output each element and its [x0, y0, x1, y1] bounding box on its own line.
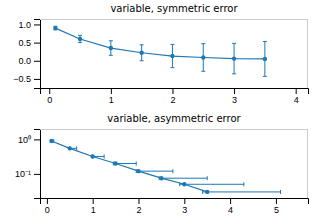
plot-area: [49, 139, 280, 194]
y-axis-tick-label: 0.5: [18, 38, 31, 48]
chart-canvas: 0 1 2 3 4 −0.5 0.0 0.5 1.0 variable, symmetric er…: [0, 0, 320, 224]
y-axis-tick: 0.5: [18, 38, 40, 48]
data-point: [205, 190, 209, 194]
x-axis-tick-label: 3: [232, 95, 237, 105]
x-axis-tick-mark: [184, 198, 185, 204]
x-axis: 0 1 2 3 4: [41, 88, 309, 105]
x-axis-line: [41, 89, 309, 95]
y-axis: 10⁻¹ 10⁰: [15, 130, 41, 199]
data-point: [170, 54, 174, 58]
data-point: [90, 154, 94, 158]
x-axis-tick-mark: [296, 88, 297, 94]
data-point: [113, 161, 117, 165]
x-axis-tick-mark: [47, 198, 48, 204]
error-bar: [140, 45, 144, 61]
x-axis-tick: 1: [91, 198, 96, 215]
error-bar: [78, 35, 82, 42]
data-point: [201, 55, 205, 59]
x-axis-tick-mark: [49, 88, 50, 94]
x-axis-tick: 3: [182, 198, 187, 215]
error-bar: [109, 41, 113, 56]
x-axis-tick: 5: [274, 198, 279, 215]
data-line: [51, 141, 207, 192]
data-point: [49, 139, 53, 143]
error-bar: [53, 26, 57, 30]
x-axis-tick-label: 0: [47, 95, 52, 105]
y-axis-tick-label: 0.0: [18, 56, 31, 66]
y-axis-tick-mark: [34, 61, 40, 62]
x-axis-tick-label: 1: [109, 95, 114, 105]
data-point: [232, 56, 236, 60]
x-axis-tick-label: 1: [91, 205, 96, 215]
x-axis-tick-mark: [111, 88, 112, 94]
y-axis-tick: 1.0: [18, 20, 40, 30]
x-axis-line: [41, 199, 309, 205]
x-axis-tick-mark: [172, 88, 173, 94]
data-point: [139, 51, 143, 55]
x-axis-tick: 0: [45, 198, 50, 215]
x-axis-tick: 2: [170, 88, 175, 105]
data-point: [159, 176, 163, 180]
x-axis-tick: 4: [294, 88, 299, 105]
y-axis-tick: 10⁻¹: [15, 169, 40, 179]
x-axis-tick-mark: [276, 198, 277, 204]
x-axis-tick-mark: [138, 198, 139, 204]
x-axis-tick-label: 2: [136, 205, 141, 215]
chart-title: variable, asymmetric error: [107, 113, 241, 124]
data-point: [68, 146, 72, 150]
x-axis-tick-mark: [234, 88, 235, 94]
error-bar: [203, 190, 281, 194]
panel: 0 1 2 3 4 −0.5 0.0 0.5 1.0 variable, symmetric er…: [13, 3, 308, 105]
y-axis-tick-mark: [34, 79, 40, 80]
y-axis: −0.5 0.0 0.5 1.0: [13, 20, 40, 89]
x-axis-tick-label: 5: [274, 205, 279, 215]
plot-frame: [40, 19, 308, 20]
x-axis: 0 1 2 3 4 5: [41, 198, 309, 215]
data-point: [263, 57, 267, 61]
x-axis-tick-label: 3: [182, 205, 187, 215]
y-axis-line: [34, 20, 41, 89]
y-axis-tick-mark: [34, 43, 40, 44]
x-axis-tick: 3: [232, 88, 237, 105]
data-point: [53, 26, 57, 30]
plot-area: [53, 26, 267, 77]
y-axis-tick-label: 10⁻¹: [15, 169, 31, 179]
chart-title: variable, symmetric error: [110, 3, 238, 14]
x-axis-tick-mark: [230, 198, 231, 204]
data-point: [78, 37, 82, 41]
x-axis-tick-mark: [93, 198, 94, 204]
plot-frame: [307, 129, 308, 198]
error-bar: [263, 42, 267, 77]
y-axis-tick-mark: [34, 174, 40, 175]
y-axis-line: [34, 130, 41, 199]
y-axis-tick-label: 1.0: [18, 20, 31, 30]
x-axis-tick-label: 4: [228, 205, 233, 215]
y-axis-tick-label: −0.5: [13, 74, 31, 84]
x-axis-tick: 4: [228, 198, 233, 215]
data-point: [136, 169, 140, 173]
y-axis-tick: 10⁰: [18, 135, 40, 145]
error-bar: [232, 43, 236, 74]
plot-frame: [307, 19, 308, 88]
data-line: [55, 28, 264, 59]
x-axis-tick-label: 2: [170, 95, 175, 105]
data-point: [182, 182, 186, 186]
x-axis-tick-label: 4: [294, 95, 299, 105]
x-axis-tick: 1: [109, 88, 114, 105]
panel: 0 1 2 3 4 5 10⁻¹ 10⁰ variable, asymmetric error: [15, 113, 309, 215]
error-bar: [201, 44, 205, 72]
plot-frame: [40, 129, 308, 130]
error-bar: [113, 162, 136, 166]
y-axis-tick-label: 10⁰: [18, 135, 31, 145]
x-axis-tick: 2: [136, 198, 141, 215]
x-axis-tick-label: 0: [45, 205, 50, 215]
data-point: [109, 46, 113, 50]
error-bar: [170, 44, 174, 67]
y-axis-tick-mark: [34, 139, 40, 140]
y-axis-tick: −0.5: [13, 74, 40, 84]
y-axis-tick-mark: [34, 24, 40, 25]
x-axis-tick: 0: [47, 88, 52, 105]
y-axis-tick: 0.0: [18, 56, 40, 66]
